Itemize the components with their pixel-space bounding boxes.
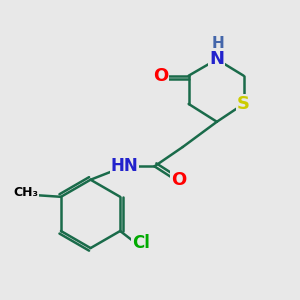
Text: O: O: [153, 67, 168, 85]
Text: S: S: [237, 95, 250, 113]
Text: CH₃: CH₃: [14, 186, 39, 200]
Text: Cl: Cl: [132, 234, 150, 252]
Text: HN: HN: [111, 157, 139, 175]
Text: H: H: [212, 35, 224, 50]
Text: O: O: [171, 171, 187, 189]
Text: N: N: [209, 50, 224, 68]
